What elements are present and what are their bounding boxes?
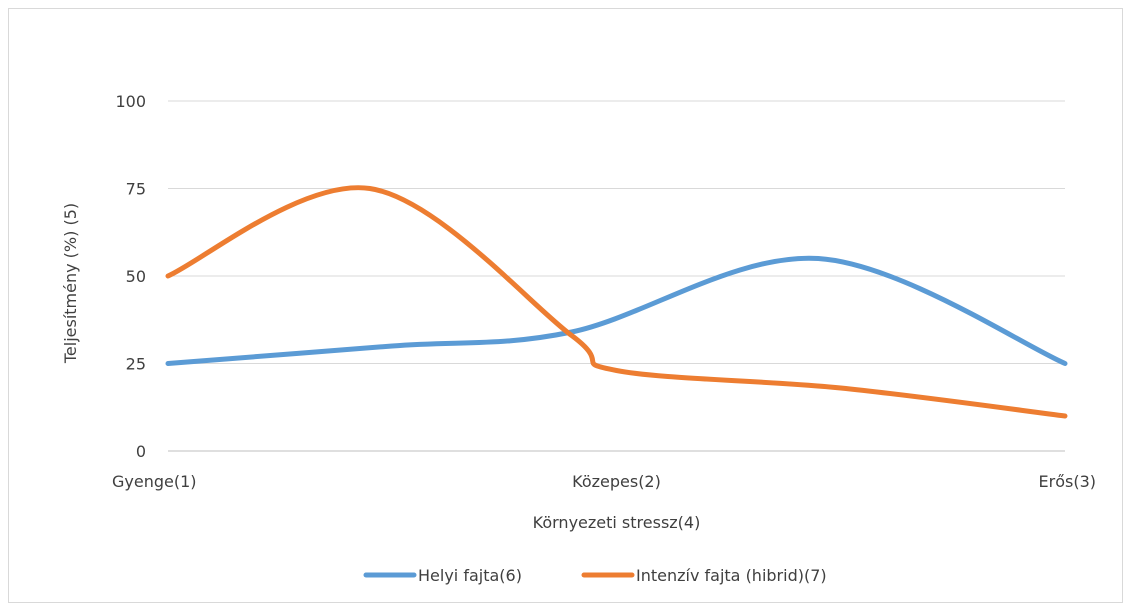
legend: Helyi fajta(6) Intenzív fajta (hibrid)(7) xyxy=(363,566,827,585)
legend-label-0: Helyi fajta(6) xyxy=(418,566,522,585)
chart-frame xyxy=(8,8,1123,603)
series-lines xyxy=(165,185,1068,419)
y-axis-title: Teljesítmény (%) (5) xyxy=(61,203,80,364)
y-tick-label: 0 xyxy=(136,442,146,461)
x-tick-label: Közepes(2) xyxy=(572,472,661,491)
y-tick-label: 75 xyxy=(126,180,146,199)
y-axis-tick-labels: 0 25 50 75 100 xyxy=(115,92,146,461)
series-line-0 xyxy=(165,255,1068,366)
x-axis-title: Környezeti stressz(4) xyxy=(533,513,701,532)
series-line-1 xyxy=(165,185,1068,419)
gridlines xyxy=(168,100,1065,452)
legend-label-1: Intenzív fajta (hibrid)(7) xyxy=(636,566,827,585)
x-tick-label: Gyenge(1) xyxy=(112,472,197,491)
x-tick-label: Erős(3) xyxy=(1039,472,1096,491)
x-axis-tick-labels: Gyenge(1) Közepes(2) Erős(3) xyxy=(112,472,1096,491)
y-tick-label: 100 xyxy=(115,92,146,111)
y-tick-label: 50 xyxy=(126,267,146,286)
y-tick-label: 25 xyxy=(126,355,146,374)
